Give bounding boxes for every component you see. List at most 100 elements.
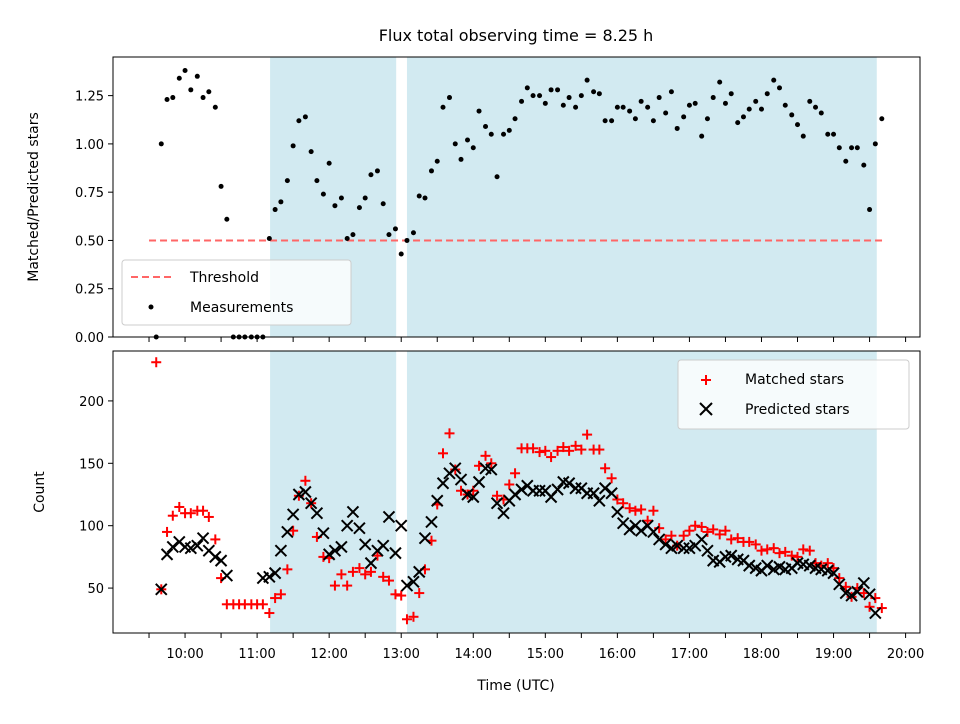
matched-star-point [762, 544, 773, 555]
measurement-point [434, 158, 440, 164]
predicted-star-point [533, 484, 546, 497]
bottom-x-tick-label: 11:00 [238, 647, 275, 662]
x-marker-b [869, 606, 882, 620]
legend-predicted-label: Predicted stars [745, 402, 850, 418]
measurement-point [548, 87, 554, 93]
predicted-star-point [299, 485, 312, 499]
x-marker-b [155, 583, 168, 596]
bottom-y-tick-label: 200 [79, 395, 104, 410]
matched-star-point [504, 479, 515, 490]
matched-star-point [492, 490, 503, 501]
top-y-tick-label: 0.50 [75, 234, 104, 249]
measurement-point [344, 236, 350, 242]
x-marker-b [562, 477, 576, 490]
matched-star-point [408, 611, 419, 622]
bottom-x-tick-label: 14:00 [455, 647, 492, 662]
measurement-point [314, 178, 320, 184]
predicted-star-point [652, 533, 666, 546]
predicted-star-point [851, 585, 864, 599]
x-marker-b [292, 488, 306, 501]
x-marker-b [304, 497, 318, 510]
chart-title: Flux total observing time = 8.25 h [379, 26, 654, 45]
top-plot-frame [112, 56, 921, 338]
x-marker-b [191, 539, 204, 552]
x-marker-b [557, 475, 570, 489]
matched-star-point [876, 603, 887, 614]
measurement-point [692, 100, 698, 106]
x-marker-b [761, 559, 774, 572]
x-marker-b [706, 554, 720, 567]
x-marker-b [160, 548, 174, 561]
x-marker-b [178, 540, 192, 554]
x-marker-b [214, 554, 228, 567]
measurement-point [158, 141, 164, 147]
measurement-point [740, 114, 746, 120]
matched-star-point [564, 445, 575, 456]
measurement-point [807, 98, 813, 104]
matched-star-point [660, 534, 671, 545]
bottom-x-tick-label: 18:00 [743, 647, 780, 662]
x-marker-b [274, 544, 288, 557]
x-marker-b [821, 564, 834, 577]
bottom-x-tick-label: 15:00 [527, 647, 564, 662]
predicted-star-point [508, 488, 522, 501]
measurement-point [632, 116, 638, 122]
measurement-point [188, 87, 194, 93]
x-marker-b [809, 561, 822, 575]
x-marker-b [851, 585, 864, 599]
bottom-x-tick-label: 16:00 [599, 647, 636, 662]
measurement-point [735, 120, 741, 126]
matched-star-point [372, 550, 383, 561]
predicted-star-point [304, 497, 318, 510]
x-marker-b [209, 550, 222, 564]
legend-matched-swatch [701, 375, 711, 385]
measurement-point [771, 77, 777, 83]
predicted-star-point [677, 541, 690, 555]
predicted-star-point [292, 488, 306, 501]
measurement-point [872, 141, 878, 147]
predicted-star-point [340, 519, 354, 532]
x-marker-b [346, 505, 360, 519]
measurement-point [674, 125, 680, 131]
predicted-star-point [659, 538, 672, 551]
matched-star-point [336, 569, 347, 580]
bottom-x-tick-label: 13:00 [382, 647, 419, 662]
matched-star-point [342, 580, 353, 591]
matched-star-point [690, 520, 701, 531]
matched-star-point [600, 463, 611, 474]
x-marker-b [587, 487, 600, 500]
measurement-point [194, 73, 200, 79]
measurement-point [638, 98, 644, 104]
bottom-x-tick-label: 17:00 [671, 647, 708, 662]
predicted-star-point [358, 538, 372, 551]
x-marker-b [670, 539, 684, 552]
predicted-star-point [322, 548, 336, 561]
predicted-star-point [209, 550, 222, 564]
measurement-point [656, 95, 662, 101]
x-marker-b [611, 505, 624, 519]
x-marker-b [827, 566, 840, 580]
matched-star-point [275, 589, 286, 600]
measurement-point [512, 116, 518, 122]
predicted-star-point [454, 473, 468, 486]
matched-star-point [606, 473, 617, 484]
x-marker-b [731, 553, 744, 566]
measurement-point [326, 160, 332, 166]
matched-star-point [282, 564, 293, 575]
predicted-star-point [605, 487, 618, 500]
measurement-point [410, 230, 416, 236]
x-marker-b [797, 558, 810, 571]
measurement-point [704, 116, 710, 122]
predicted-star-point [191, 539, 204, 552]
x-marker-b [845, 589, 858, 602]
top-panel: 0.00 0.25 0.50 0.75 1.00 1.25 Flux total obse… [26, 26, 921, 346]
x-marker-b [863, 588, 876, 601]
measurement-point [483, 124, 489, 130]
predicted-star-point [611, 505, 624, 519]
x-marker-b [454, 473, 468, 486]
x-marker-b [395, 519, 408, 532]
measurement-point [278, 199, 284, 205]
measurement-point [356, 205, 362, 211]
x-marker-b [652, 533, 666, 546]
measurement-point [338, 195, 344, 201]
